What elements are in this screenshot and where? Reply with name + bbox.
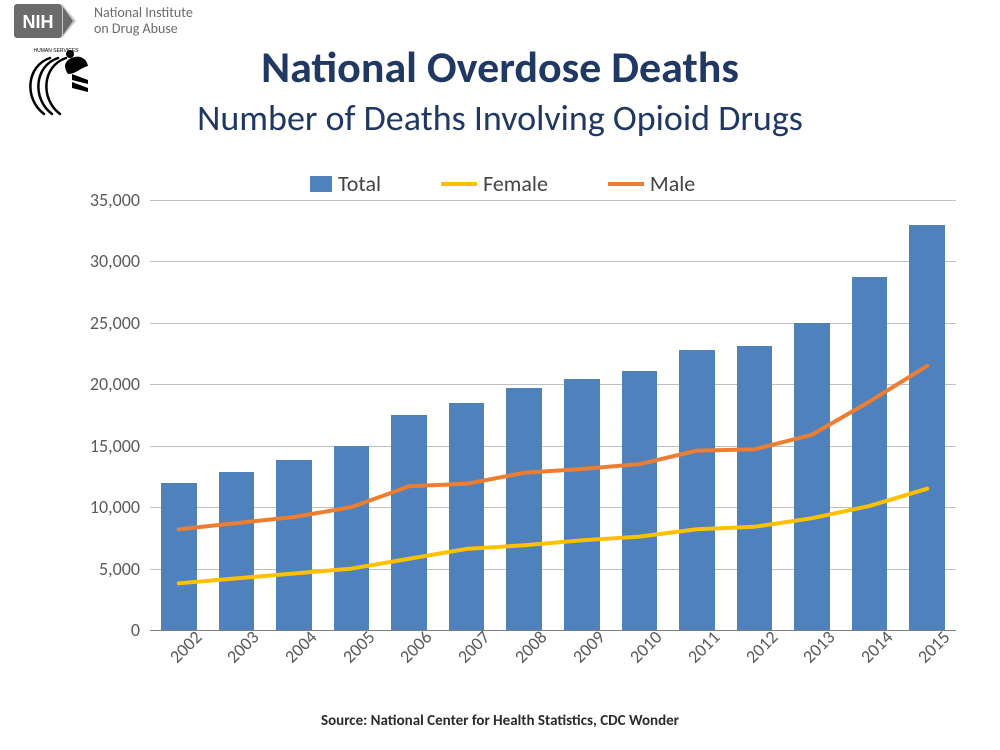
- legend-label: Total: [338, 170, 381, 197]
- x-axis-label: 2002: [165, 626, 206, 667]
- legend-swatch-icon: [608, 182, 644, 186]
- y-axis-label: 10,000: [78, 496, 140, 518]
- legend-label: Female: [483, 170, 548, 197]
- line-male: [179, 366, 927, 529]
- legend-label: Male: [650, 170, 695, 197]
- page-title: National Overdose Deaths: [0, 40, 1000, 94]
- x-axis-label: 2003: [222, 626, 263, 667]
- nih-logo: NIH National Institute on Drug Abuse: [14, 4, 193, 38]
- legend: Total Female Male: [310, 170, 695, 197]
- y-axis-label: 5,000: [78, 558, 140, 580]
- x-axis-label: 2005: [338, 626, 379, 667]
- svg-text:NIH: NIH: [23, 12, 54, 32]
- y-axis-label: 20,000: [78, 373, 140, 395]
- line-series-layer: [150, 200, 956, 630]
- legend-item-female: Female: [441, 170, 548, 197]
- nih-mark-icon: NIH: [14, 4, 86, 38]
- nih-org-line1: National Institute: [94, 5, 193, 21]
- legend-item-total: Total: [310, 170, 381, 197]
- source-footnote: Source: National Center for Health Stati…: [0, 712, 1000, 730]
- x-axis-label: 2008: [510, 626, 551, 667]
- x-axis-label: 2004: [280, 626, 321, 667]
- y-axis-label: 35,000: [78, 189, 140, 211]
- x-axis-label: 2011: [683, 626, 724, 667]
- x-axis-label: 2012: [741, 626, 782, 667]
- y-axis-label: 0: [78, 619, 140, 641]
- x-axis-label: 2013: [798, 626, 839, 667]
- y-axis-label: 30,000: [78, 250, 140, 272]
- x-axis-label: 2006: [395, 626, 436, 667]
- x-axis-label: 2009: [568, 626, 609, 667]
- nih-org-name: National Institute on Drug Abuse: [94, 5, 193, 37]
- x-axis-label: 2014: [856, 626, 897, 667]
- y-axis-label: 15,000: [78, 435, 140, 457]
- chart: TotalFemaleMale 05,00010,00015,00020,000…: [70, 170, 970, 690]
- line-female: [179, 489, 927, 584]
- nih-org-line2: on Drug Abuse: [94, 21, 193, 37]
- page-subtitle: Number of Deaths Involving Opioid Drugs: [0, 96, 1000, 140]
- x-axis-label: 2010: [625, 626, 666, 667]
- legend-swatch-icon: [310, 176, 332, 192]
- plot-area: 05,00010,00015,00020,00025,00030,00035,0…: [150, 200, 956, 631]
- y-axis-label: 25,000: [78, 312, 140, 334]
- x-axis-label: 2015: [913, 626, 954, 667]
- x-axis-label: 2007: [453, 626, 494, 667]
- legend-swatch-icon: [441, 182, 477, 186]
- legend-item-male: Male: [608, 170, 695, 197]
